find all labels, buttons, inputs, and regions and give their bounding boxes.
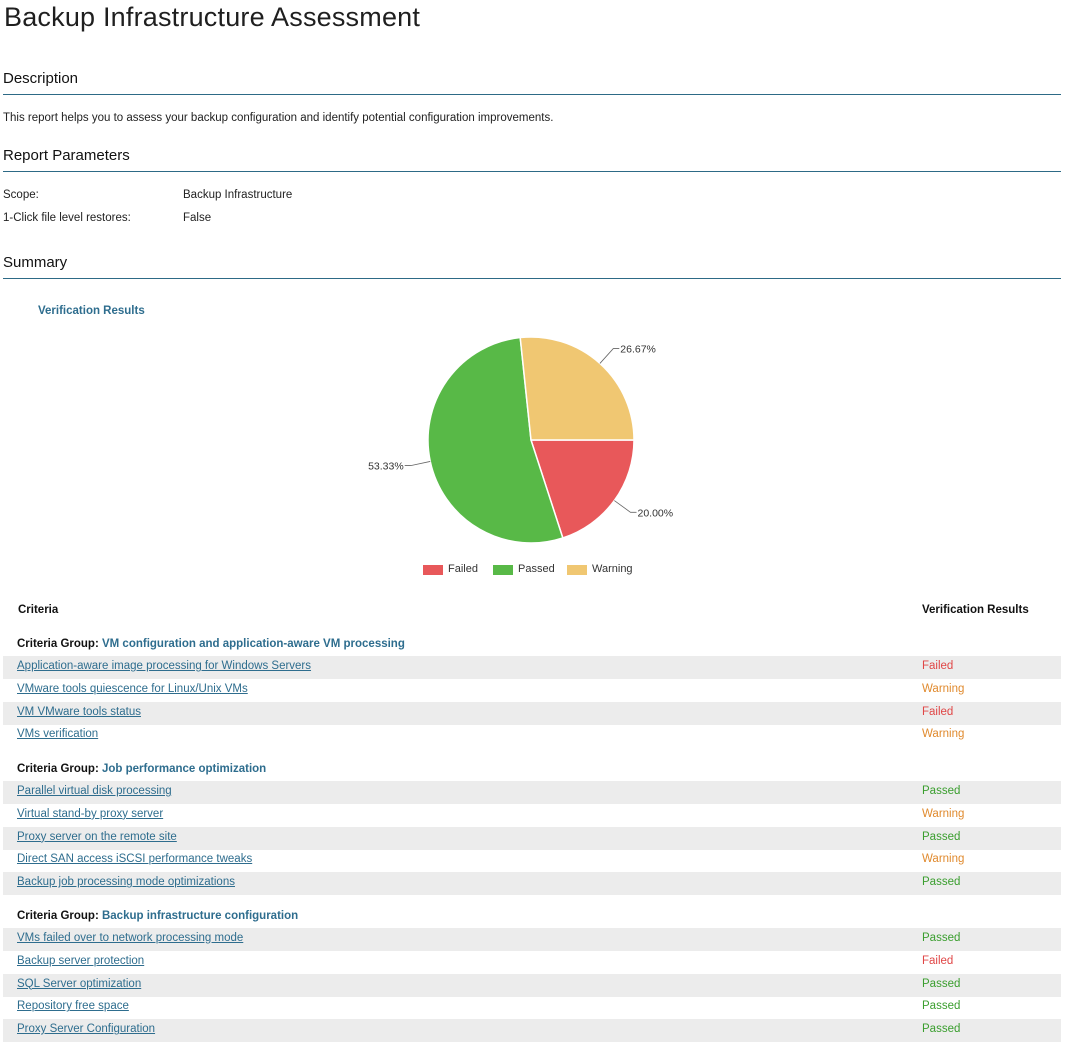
criteria-link[interactable]: Direct SAN access iSCSI performance twea… [17, 853, 253, 866]
table-row: Virtual stand-by proxy server Warning [3, 804, 1061, 827]
pie-data-label-passed: 53.33% [368, 461, 404, 473]
parameter-value: False [183, 212, 212, 224]
criteria-group-name: VM configuration and application-aware V… [101, 638, 405, 650]
table-row: Backup server protection Failed [3, 951, 1061, 974]
table-row: Application-aware image processing for W… [3, 656, 1061, 679]
pie-slice-warning [519, 336, 635, 441]
criteria-link[interactable]: Virtual stand-by proxy server [17, 807, 164, 820]
legend-swatch [493, 565, 513, 575]
parameter-row-file-level-restores: 1-Click file level restores: False [3, 212, 603, 228]
criteria-link[interactable]: VM VMware tools status [17, 705, 141, 718]
parameter-value: Backup Infrastructure [183, 189, 293, 201]
table-row: VMs failed over to network processing mo… [3, 928, 1061, 951]
criteria-link[interactable]: Proxy Server Configuration [17, 1023, 156, 1036]
criteria-link[interactable]: SQL Server optimization [17, 977, 142, 990]
criteria-group-prefix: Criteria Group: [17, 910, 102, 922]
table-row: Repository free space Passed [3, 996, 1061, 1019]
criteria-link[interactable]: Backup job processing mode optimizations [17, 876, 235, 889]
verification-result-warning: Warning [922, 682, 965, 695]
criteria-group-name: Job performance optimization [101, 763, 267, 775]
page-title: Backup Infrastructure Assessment [4, 2, 421, 32]
parameter-row-scope: Scope: Backup Infrastructure [3, 189, 603, 205]
column-header-criteria: Criteria [18, 604, 59, 616]
pie-leader-line-warning [599, 348, 620, 364]
verification-result-passed: Passed [922, 1023, 961, 1036]
verification-result-warning: Warning [922, 728, 965, 741]
criteria-link[interactable]: Parallel virtual disk processing [17, 785, 172, 797]
parameter-label: Scope: [3, 189, 39, 201]
section-header-description: Description [3, 70, 1061, 95]
pie-leader-line-failed [614, 500, 637, 513]
criteria-link[interactable]: Repository free space [17, 1000, 129, 1013]
table-row: VM VMware tools status Failed [3, 701, 1061, 725]
criteria-group-name: Backup infrastructure configuration [101, 910, 299, 922]
criteria-group-prefix: Criteria Group: [17, 638, 102, 650]
parameter-label: 1-Click file level restores: [3, 212, 131, 224]
pie-slice-passed [427, 336, 564, 544]
table-row: Backup job processing mode optimizations… [3, 872, 1061, 896]
criteria-link[interactable]: VMs verification [17, 728, 99, 741]
verification-result-passed: Passed [922, 830, 961, 843]
criteria-link[interactable]: Proxy server on the remote site [17, 830, 177, 843]
verification-result-failed: Failed [922, 705, 954, 718]
verification-result-passed: Passed [922, 876, 961, 889]
table-row: SQL Server optimization Passed [3, 973, 1061, 997]
verification-result-passed: Passed [922, 977, 961, 990]
criteria-group-prefix: Criteria Group: [17, 763, 102, 775]
verification-result-passed: Passed [922, 932, 961, 944]
verification-result-warning: Warning [922, 853, 965, 866]
table-row: Direct SAN access iSCSI performance twea… [3, 849, 1061, 872]
verification-result-failed: Failed [922, 954, 954, 967]
legend-label: Failed [448, 563, 478, 575]
verification-result-passed: Passed [922, 785, 961, 797]
legend-swatch [423, 565, 443, 575]
table-row: VMs verification Warning [3, 724, 1061, 747]
pie-data-label-warning: 26.67% [620, 344, 656, 356]
column-header-verification-results: Verification Results [922, 604, 1029, 616]
verification-result-warning: Warning [922, 807, 965, 820]
table-row: VMware tools quiescence for Linux/Unix V… [3, 679, 1061, 702]
criteria-link[interactable]: Application-aware image processing for W… [17, 660, 312, 672]
criteria-link[interactable]: VMware tools quiescence for Linux/Unix V… [17, 682, 248, 695]
description-text: This report helps you to assess your bac… [3, 112, 554, 124]
criteria-group-header: Criteria Group: Backup infrastructure co… [17, 910, 298, 922]
verification-result-passed: Passed [922, 1000, 961, 1013]
legend-label: Passed [518, 563, 555, 575]
pie-data-label-failed: 20.00% [638, 507, 674, 519]
section-header-report-parameters: Report Parameters [3, 147, 1061, 172]
criteria-link[interactable]: Backup server protection [17, 954, 145, 967]
pie-leader-line-passed [404, 461, 431, 466]
table-row: Proxy Server Configuration Passed [3, 1019, 1061, 1043]
verification-result-failed: Failed [922, 660, 954, 672]
criteria-group-header: Criteria Group: VM configuration and app… [17, 638, 405, 650]
legend-swatch [567, 565, 587, 575]
criteria-link[interactable]: VMs failed over to network processing mo… [17, 932, 244, 944]
chart-title: Verification Results [38, 305, 145, 317]
section-header-summary: Summary [3, 254, 1061, 279]
table-row: Parallel virtual disk processing Passed [3, 781, 1061, 804]
table-row: Proxy server on the remote site Passed [3, 826, 1061, 850]
legend-label: Warning [592, 563, 633, 575]
criteria-group-header: Criteria Group: Job performance optimiza… [17, 763, 266, 775]
